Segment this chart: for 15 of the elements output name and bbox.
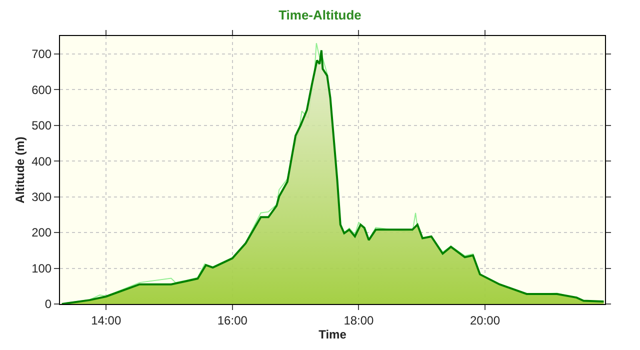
x-axis-title: Time [318,327,347,342]
x-tick-label: 14:00 [91,313,122,328]
y-tick-label: 100 [32,261,52,276]
x-tick-label: 20:00 [470,313,500,328]
y-axis-title: Altitude (m) [12,136,27,204]
y-tick-label: 500 [32,118,52,133]
y-tick-label: 400 [32,154,52,168]
x-tick-label: 16:00 [217,313,248,328]
y-tick-label: 300 [32,190,52,204]
y-tick-label: 200 [32,226,52,240]
y-tick-label: 600 [32,82,52,97]
y-tick-label: 700 [32,47,52,62]
chart-title: Time-Altitude [278,8,362,23]
x-tick-label: 18:00 [344,313,374,328]
y-tick-label: 0 [44,297,52,312]
